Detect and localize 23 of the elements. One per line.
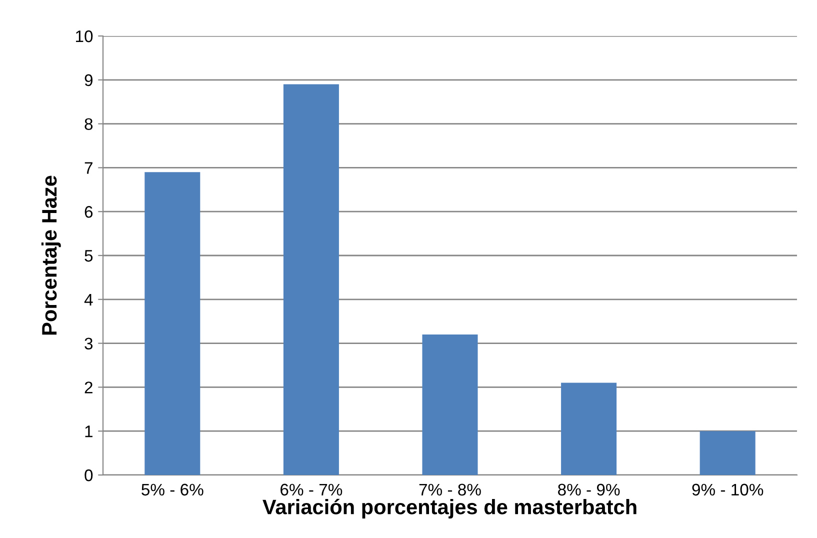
bar [561, 382, 617, 475]
x-tick-label: 5% - 6% [142, 484, 204, 496]
y-tick-label: 1 [85, 426, 92, 438]
y-tick-label: 10 [76, 30, 93, 42]
y-tick-label: 4 [84, 294, 93, 306]
y-tick-label: 0 [84, 469, 93, 482]
y-tick-label: 2 [84, 382, 92, 394]
y-tick-label: 9 [84, 74, 92, 86]
y-tick-label: 5 [84, 250, 93, 262]
bar [422, 334, 478, 475]
bar [144, 172, 200, 475]
y-tick-label: 7 [84, 162, 92, 174]
y-axis-title: Porcentaje Haze [41, 176, 61, 335]
bar [700, 431, 756, 475]
x-axis-title: Variación porcentajes de masterbatch [262, 498, 636, 518]
y-tick-label: 8 [84, 118, 93, 130]
x-tick-label: 8% - 9% [558, 484, 620, 496]
y-tick-label: 6 [84, 206, 93, 218]
x-tick-label: 7% - 8% [419, 484, 481, 496]
x-tick-label: 9% - 10% [692, 484, 764, 496]
y-tick-label: 3 [84, 338, 93, 350]
x-tick-label: 6% - 7% [280, 484, 342, 496]
bar [283, 84, 339, 475]
